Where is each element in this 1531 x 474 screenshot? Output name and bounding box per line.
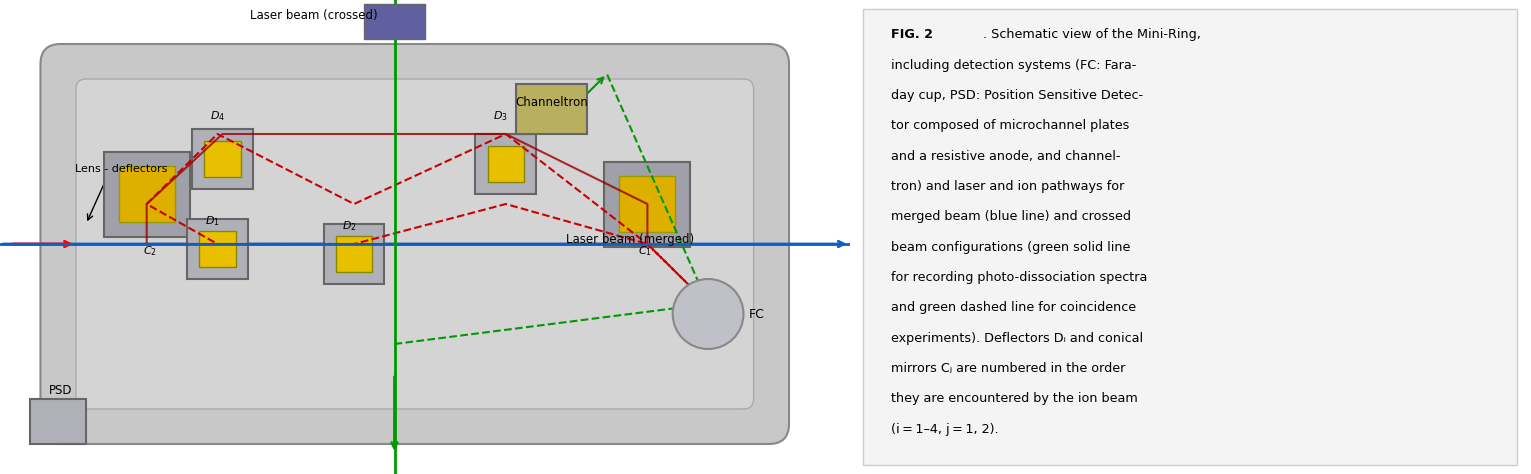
Text: tor composed of microchannel plates: tor composed of microchannel plates — [891, 119, 1128, 132]
Bar — [605, 162, 690, 246]
Text: Laser beam (crossed): Laser beam (crossed) — [250, 9, 378, 22]
Circle shape — [672, 279, 744, 349]
Text: mirrors Cⱼ are numbered in the order: mirrors Cⱼ are numbered in the order — [891, 362, 1125, 375]
Bar — [335, 236, 372, 272]
Text: experiments). Deflectors Dᵢ and conical: experiments). Deflectors Dᵢ and conical — [891, 332, 1142, 345]
Bar — [119, 166, 175, 222]
Bar — [323, 224, 384, 284]
Text: $D_3$: $D_3$ — [493, 109, 508, 123]
Text: $D_4$: $D_4$ — [210, 109, 225, 123]
Text: and green dashed line for coincidence: and green dashed line for coincidence — [891, 301, 1136, 314]
Text: (i = 1–4, j = 1, 2).: (i = 1–4, j = 1, 2). — [891, 423, 998, 436]
Text: beam configurations (green solid line: beam configurations (green solid line — [891, 241, 1130, 254]
Bar — [187, 219, 248, 279]
Bar — [487, 146, 524, 182]
Text: Channeltron: Channeltron — [514, 96, 588, 109]
FancyBboxPatch shape — [40, 44, 788, 444]
Bar — [620, 176, 675, 232]
Bar — [31, 399, 86, 444]
Bar — [104, 152, 190, 237]
Text: and a resistive anode, and channel-: and a resistive anode, and channel- — [891, 150, 1121, 163]
Bar — [516, 84, 586, 134]
FancyBboxPatch shape — [863, 9, 1517, 465]
Text: they are encountered by the ion beam: they are encountered by the ion beam — [891, 392, 1138, 405]
FancyBboxPatch shape — [77, 79, 753, 409]
Text: Lens - deflectors: Lens - deflectors — [75, 164, 167, 174]
Text: FC: FC — [749, 308, 764, 320]
Bar — [476, 134, 536, 194]
Text: $D_2$: $D_2$ — [341, 219, 357, 233]
Text: including detection systems (FC: Fara-: including detection systems (FC: Fara- — [891, 59, 1136, 72]
Text: $C_2$: $C_2$ — [142, 244, 156, 258]
Text: FIG. 2: FIG. 2 — [891, 28, 932, 41]
Text: $C_1$: $C_1$ — [638, 244, 652, 258]
Text: merged beam (blue line) and crossed: merged beam (blue line) and crossed — [891, 210, 1130, 223]
Bar — [204, 141, 240, 177]
Text: $D_1$: $D_1$ — [205, 214, 220, 228]
Text: for recording photo-dissociation spectra: for recording photo-dissociation spectra — [891, 271, 1147, 284]
Bar — [199, 231, 236, 267]
Text: tron) and laser and ion pathways for: tron) and laser and ion pathways for — [891, 180, 1124, 193]
Text: day cup, PSD: Position Sensitive Detec-: day cup, PSD: Position Sensitive Detec- — [891, 89, 1142, 102]
Bar — [364, 4, 426, 39]
Text: . Schematic view of the Mini-Ring,: . Schematic view of the Mini-Ring, — [983, 28, 1200, 41]
Text: Laser beam (merged): Laser beam (merged) — [566, 233, 695, 246]
Bar — [193, 129, 253, 189]
Text: PSD: PSD — [49, 384, 72, 397]
